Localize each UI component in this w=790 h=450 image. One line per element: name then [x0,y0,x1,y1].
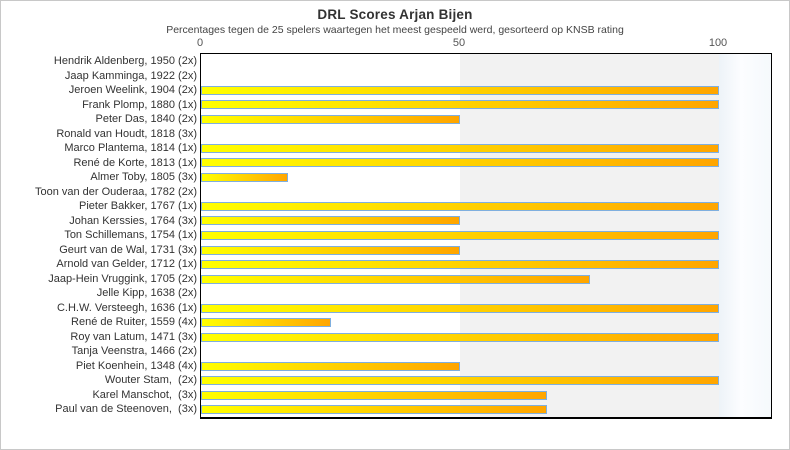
category-label: Roy van Latum, 1471 (3x) [70,330,197,343]
category-label: Jaap Kamminga, 1922 (2x) [64,69,197,82]
bar [201,158,719,168]
category-label: Wouter Stam, (2x) [104,374,197,387]
category-label: Jaap-Hein Vruggink, 1705 (2x) [48,272,197,285]
category-label: Ton Schillemans, 1754 (1x) [64,229,197,242]
bar [201,245,460,255]
bar [201,405,547,415]
category-label: Almer Toby, 1805 (3x) [90,171,197,184]
category-label: René de Korte, 1813 (1x) [73,156,197,169]
bar [201,216,460,226]
bar [201,274,590,284]
category-label: René de Ruiter, 1559 (4x) [71,316,197,329]
bar [201,260,719,270]
category-label: Pieter Bakker, 1767 (1x) [78,200,197,213]
category-label: Frank Plomp, 1880 (1x) [82,98,197,111]
category-label: Marco Plantema, 1814 (1x) [64,142,197,155]
category-label: Johan Kerssies, 1764 (3x) [69,214,197,227]
category-label: Jelle Kipp, 1638 (2x) [96,287,197,300]
category-label: Paul van de Steenoven, (3x) [55,403,197,416]
category-label: Piet Koenhein, 1348 (4x) [75,359,197,372]
bar [201,390,547,400]
x-axis-tick-label: 0 [196,37,204,49]
category-label: Geurt van de Wal, 1731 (3x) [59,243,197,256]
bar [201,85,719,95]
bar [201,231,719,240]
category-label: Karel Manschot, (3x) [92,388,197,401]
category-label: Jeroen Weelink, 1904 (2x) [68,84,197,97]
bar [201,100,719,110]
category-label: C.H.W. Versteegh, 1636 (1x) [56,301,197,314]
bar [201,114,460,124]
bar [201,201,719,211]
bar [201,172,288,182]
bar [201,318,331,328]
category-label: Peter Das, 1840 (2x) [95,113,198,126]
bar [201,143,719,153]
bar [201,332,719,342]
x-axis-tick-label: 50 [452,37,466,49]
bar [201,303,719,313]
bar [201,361,460,371]
category-label: Toon van der Ouderaa, 1782 (2x) [34,185,197,198]
category-label: Hendrik Aldenberg, 1950 (2x) [53,55,197,67]
bar [201,376,719,386]
chart-title: DRL Scores Arjan Bijen [317,7,473,22]
category-labels: Hendrik Aldenberg, 1950 (2x) Jaap Kamming… [1,54,197,417]
category-label: Ronald van Houdt, 1818 (3x) [56,127,197,140]
x-axis-tick-label: 100 [708,37,728,49]
plot-area [200,53,772,419]
chart-subtitle: Percentages tegen de 25 spelers waartege… [166,24,624,36]
category-label: Tanja Veenstra, 1466 (2x) [71,345,197,358]
category-label: Arnold van Gelder, 1712 (1x) [56,258,197,271]
